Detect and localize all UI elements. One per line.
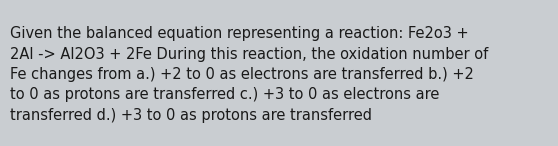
Text: Given the balanced equation representing a reaction: Fe2o3 +
2Al -> Al2O3 + 2Fe : Given the balanced equation representing… xyxy=(10,26,488,123)
